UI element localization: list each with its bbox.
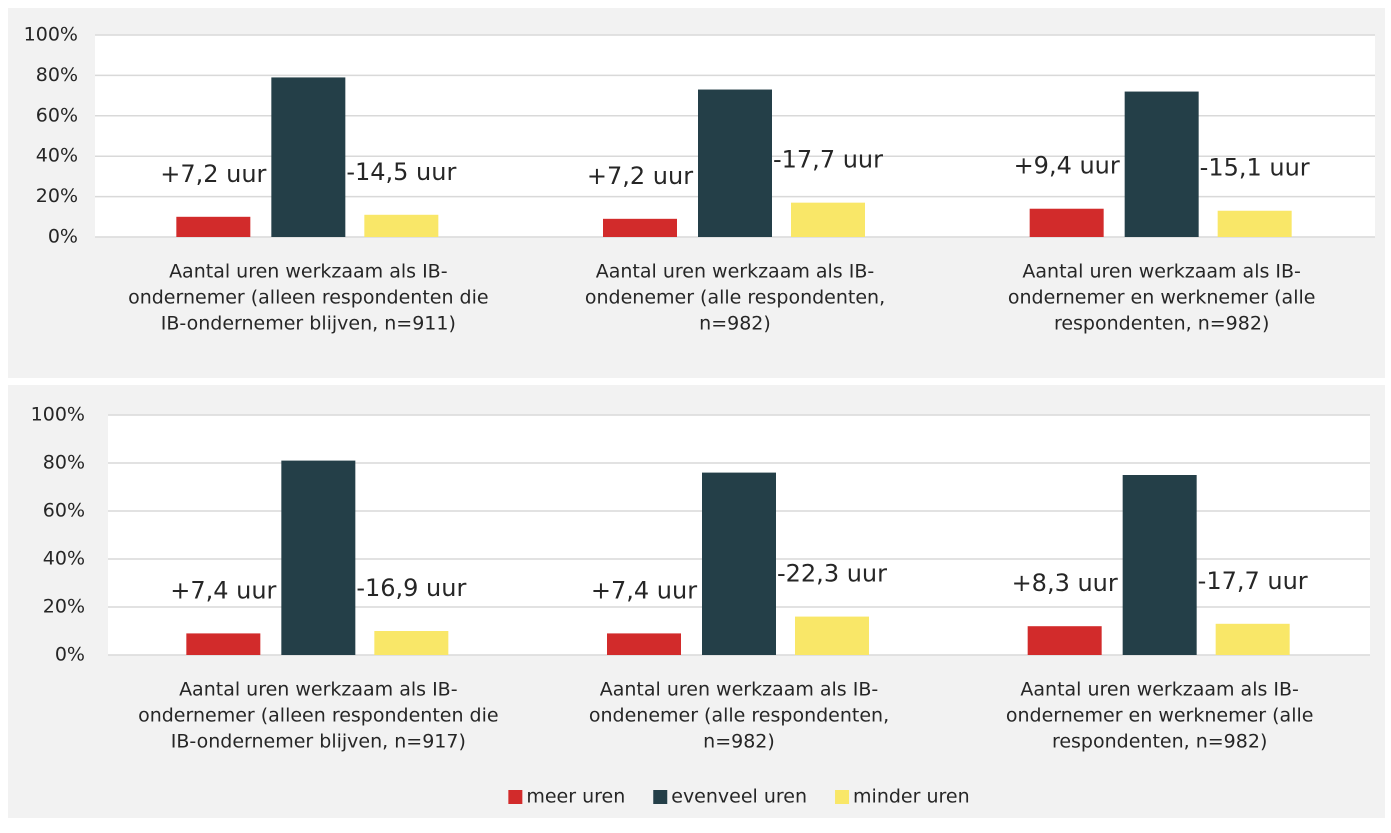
bar — [702, 472, 776, 655]
annotation: -22,3 uur — [777, 560, 887, 588]
annotation: +7,2 uur — [587, 162, 693, 190]
x-tick-label: Aantal uren werkzaam als IB- — [1022, 261, 1301, 283]
annotation: +7,2 uur — [160, 160, 266, 188]
x-tick-label: IB-ondernemer blijven, n=917) — [171, 731, 466, 753]
bar — [607, 633, 681, 655]
x-tick-label: Aantal uren werkzaam als IB- — [179, 679, 458, 701]
bar — [698, 89, 772, 237]
y-tick-label: 60% — [43, 500, 85, 522]
bar — [795, 616, 869, 655]
bar — [1217, 210, 1292, 237]
bar — [271, 77, 346, 237]
bar — [1029, 208, 1104, 237]
y-tick-label: 20% — [43, 596, 85, 618]
bar — [603, 218, 677, 237]
y-tick-label: 100% — [24, 24, 78, 46]
y-tick-label: 80% — [43, 452, 85, 474]
bar — [186, 633, 261, 655]
bar — [1124, 91, 1199, 237]
x-tick-label: ondenemer (alle respondenten, — [585, 287, 885, 309]
y-tick-label: 40% — [43, 548, 85, 570]
bar — [281, 460, 356, 655]
y-tick-label: 0% — [48, 226, 78, 248]
x-tick-label: Aantal uren werkzaam als IB- — [169, 261, 448, 283]
y-tick-label: 20% — [36, 185, 78, 207]
x-tick-label: ondernemer (alleen respondenten die — [128, 287, 489, 309]
x-tick-label: n=982) — [703, 731, 775, 753]
bar — [176, 216, 251, 237]
x-tick-label: Aantal uren werkzaam als IB- — [1020, 679, 1299, 701]
legend-label: evenveel uren — [671, 786, 807, 808]
x-tick-label: ondernemer en werknemer (alle — [1008, 287, 1316, 309]
y-tick-label: 0% — [55, 644, 85, 666]
y-tick-label: 40% — [36, 145, 78, 167]
x-tick-label: Aantal uren werkzaam als IB- — [600, 679, 879, 701]
x-tick-label: IB-ondernemer blijven, n=911) — [161, 313, 456, 335]
annotation: -15,1 uur — [1200, 154, 1310, 182]
annotation: -17,7 uur — [773, 146, 883, 174]
y-tick-label: 80% — [36, 64, 78, 86]
x-tick-label: ondernemer en werknemer (alle — [1006, 705, 1314, 727]
annotation: +9,4 uur — [1014, 152, 1120, 180]
y-tick-label: 100% — [31, 404, 85, 426]
annotation: -14,5 uur — [346, 158, 456, 186]
y-tick-label: 60% — [36, 104, 78, 126]
annotation: +8,3 uur — [1012, 569, 1118, 597]
bar — [374, 631, 449, 655]
legend-label: minder uren — [853, 786, 970, 808]
annotation: +7,4 uur — [170, 576, 276, 604]
bar — [364, 214, 439, 237]
x-tick-label: respondenten, n=982) — [1054, 313, 1269, 335]
bar — [1027, 626, 1102, 655]
x-tick-label: Aantal uren werkzaam als IB- — [596, 261, 875, 283]
annotation: -16,9 uur — [356, 574, 466, 602]
x-tick-label: ondenemer (alle respondenten, — [589, 705, 889, 727]
legend-swatch — [508, 790, 523, 804]
legend-swatch — [835, 790, 850, 804]
legend-swatch — [653, 790, 668, 804]
bar — [791, 202, 865, 237]
legend-label: meer uren — [526, 786, 625, 808]
bar — [1122, 475, 1197, 655]
annotation: -17,7 uur — [1198, 567, 1308, 595]
x-tick-label: ondernemer (alleen respondenten die — [138, 705, 499, 727]
annotation: +7,4 uur — [591, 576, 697, 604]
x-tick-label: n=982) — [699, 313, 771, 335]
x-tick-label: respondenten, n=982) — [1052, 731, 1267, 753]
bar — [1215, 623, 1290, 655]
